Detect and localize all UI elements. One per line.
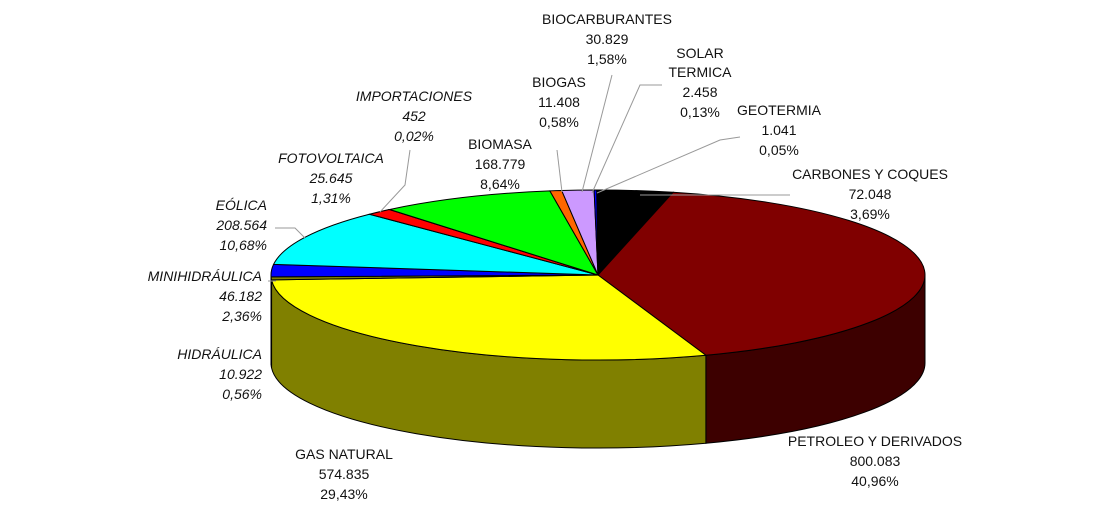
label-percent-fotovoltaica: 1,31% (311, 190, 351, 206)
label-biomasa: BIOMASA 168.779 8,64% (468, 136, 532, 192)
label-petroleo-y-derivados: PETROLEO Y DERIVADOS 800.083 40,96% (788, 433, 962, 489)
label-leader-lines (268, 74, 790, 282)
label-importaciones: IMPORTACIONES 452 0,02% (356, 88, 473, 144)
leader-line-biocarburantes (581, 74, 613, 193)
label-percent-eolica: 10,68% (220, 237, 267, 253)
slice-biomasa (387, 190, 600, 276)
label-biogas: BIOGAS 11.408 0,58% (532, 74, 586, 130)
label-percent-carbones-y-coques: 3,69% (850, 206, 890, 222)
label-name-solar-termica: SOLAR (676, 45, 723, 61)
label-percent-importaciones: 0,02% (394, 128, 434, 144)
slice-geotermia (596, 189, 599, 276)
label-percent-biomasa: 8,64% (480, 176, 520, 192)
label-value-importaciones: 452 (402, 108, 426, 124)
label-name-petroleo-y-derivados: PETROLEO Y DERIVADOS (788, 433, 962, 449)
leader-line-importaciones (379, 149, 411, 213)
label-value-minihidraulica: 46.182 (219, 288, 262, 304)
slice-labels: CARBONES Y COQUES 72.048 3,69% PETROLEO Y D… (148, 11, 963, 502)
label-minihidraulica: MINIHIDRÁULICA 46.182 2,36% (148, 268, 263, 324)
label-hidraulica: HIDRÁULICA 10.922 0,56% (177, 346, 262, 402)
label-percent-minihidraulica: 2,36% (221, 308, 262, 324)
label-name-eolica: EÓLICA (216, 197, 267, 213)
leader-line-biogas (556, 149, 563, 193)
label-name-hidraulica: HIDRÁULICA (177, 346, 262, 362)
label-name-minihidraulica: MINIHIDRÁULICA (148, 268, 262, 284)
label-percent-biogas: 0,58% (539, 114, 579, 130)
label-carbones-y-coques: CARBONES Y COQUES 72.048 3,69% (792, 166, 948, 222)
label-percent-hidraulica: 0,56% (222, 386, 262, 402)
leader-line-geotermia (596, 136, 741, 194)
label-geotermia: GEOTERMIA 1.041 0,05% (737, 102, 822, 158)
label-name-biogas: BIOGAS (532, 74, 586, 90)
label-biocarburantes: BIOCARBURANTES 30.829 1,58% (542, 11, 672, 67)
pie-tops (270, 189, 926, 361)
label-value-petroleo-y-derivados: 800.083 (850, 453, 901, 469)
label-name-carbones-y-coques: CARBONES Y COQUES (792, 166, 948, 182)
slice-eolica (272, 213, 599, 276)
label-percent-petroleo-y-derivados: 40,96% (851, 473, 898, 489)
label-value-gas-natural: 574.835 (319, 466, 370, 482)
label-value-fotovoltaica: 25.645 (309, 170, 353, 186)
label-value-biomasa: 168.779 (475, 156, 526, 172)
label-value-solar-termica: 2.458 (682, 84, 717, 100)
leader-line-eolica (275, 227, 306, 239)
label-name-fotovoltaica: FOTOVOLTAICA (278, 150, 384, 166)
label-name-importaciones: IMPORTACIONES (356, 88, 473, 104)
label-name-biomasa: BIOMASA (468, 136, 532, 152)
label-eolica: EÓLICA 208.564 10,68% (215, 197, 267, 253)
label-name-biocarburantes: BIOCARBURANTES (542, 11, 672, 27)
slice-petroleo-y-derivados (597, 191, 926, 356)
label-name-gas-natural: GAS NATURAL (295, 446, 393, 462)
label-value-biocarburantes: 30.829 (586, 31, 629, 47)
label-name-line2-solar-termica: TERMICA (669, 64, 733, 80)
label-percent-biocarburantes: 1,58% (587, 51, 627, 67)
label-value-biogas: 11.408 (538, 94, 580, 110)
label-value-carbones-y-coques: 72.048 (849, 186, 892, 202)
label-value-hidraulica: 10.922 (219, 366, 262, 382)
label-percent-gas-natural: 29,43% (320, 486, 367, 502)
label-gas-natural: GAS NATURAL 574.835 29,43% (295, 446, 393, 502)
leader-line-solar-termica (591, 84, 662, 194)
label-value-eolica: 208.564 (215, 217, 267, 233)
label-percent-solar-termica: 0,13% (680, 104, 720, 120)
label-percent-geotermia: 0,05% (759, 142, 799, 158)
label-fotovoltaica: FOTOVOLTAICA 25.645 1,31% (278, 150, 384, 206)
slice-gas-natural (270, 274, 708, 361)
label-solar-termica: SOLAR TERMICA 2.458 0,13% (669, 45, 733, 120)
label-name-geotermia: GEOTERMIA (737, 102, 822, 118)
label-value-geotermia: 1.041 (761, 122, 796, 138)
